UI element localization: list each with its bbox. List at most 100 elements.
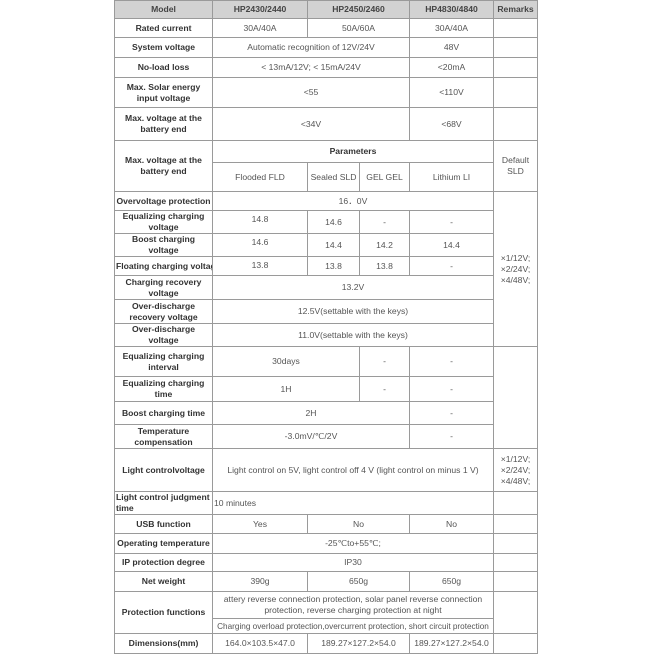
- table-row: System voltage Automatic recognition of …: [114, 37, 538, 58]
- cell: -: [359, 376, 410, 402]
- table-row: Dimensions(mm) 164.0×103.5×47.0 189.27×1…: [114, 633, 538, 654]
- row-label: Floating charging voltage: [114, 256, 213, 276]
- remark-cell: [493, 57, 538, 78]
- cell: 30A/40A: [409, 18, 494, 38]
- table-row: Light control judgment time 10 minutes: [114, 491, 538, 515]
- table-row: Equalizing charging interval 30days - -: [114, 346, 538, 449]
- table-row: Charging recovery voltage 13.2V: [114, 275, 538, 300]
- table-row: Operating temperature -25℃to+55℃;: [114, 533, 538, 554]
- cell: 650g: [409, 571, 494, 592]
- row-label: Over-discharge recovery voltage: [114, 299, 213, 324]
- header-row: Model HP2430/2440 HP2450/2460 HP4830/484…: [114, 0, 538, 19]
- cell: 14.6: [307, 210, 360, 234]
- row-label: Dimensions(mm): [114, 633, 213, 654]
- row-label: Operating temperature: [114, 533, 213, 554]
- row-label: Over-discharge voltage: [114, 323, 213, 347]
- table-row: Max. Solar energy input voltage <55 <110…: [114, 77, 538, 108]
- cell: 189.27×127.2×54.0: [307, 633, 410, 654]
- remark-cell: [493, 633, 538, 654]
- cell: 14.4: [409, 233, 494, 257]
- table-row: Overvoltage protection 16．0V ×1/12V; ×2/…: [114, 191, 538, 347]
- row-label: IP protection degree: [114, 553, 213, 572]
- table-row: Flooded FLD Sealed SLD GEL GEL Lithium L…: [115, 162, 538, 192]
- cell: -: [409, 376, 494, 402]
- cell: 2H: [212, 401, 410, 425]
- table-row: IP protection degree IP30: [114, 553, 538, 572]
- remark-cell: [493, 107, 538, 141]
- cell: 13.8: [212, 256, 308, 276]
- row-label: Boost charging voltage: [114, 233, 213, 257]
- cell: 13.2V: [212, 275, 494, 300]
- row-label: Net weight: [114, 571, 213, 592]
- cell: IP30: [212, 553, 494, 572]
- cell: <68V: [409, 107, 494, 141]
- remark-cell: [493, 37, 538, 58]
- table-row: Boost charging voltage 14.6 14.4 14.2 14…: [114, 233, 538, 257]
- header-b: HP2450/2460: [307, 0, 410, 19]
- table-row: USB function Yes No No: [114, 514, 538, 534]
- table-row: No-load loss < 13mA/12V; < 15mA/24V <20m…: [114, 57, 538, 78]
- cell: -: [359, 210, 410, 234]
- cell: -: [359, 346, 410, 377]
- row-label: Max. voltage at the battery end: [114, 107, 213, 141]
- row-label: Light controlvoltage: [114, 448, 213, 492]
- row-label: Overvoltage protection: [114, 191, 213, 211]
- row-label: No-load loss: [114, 57, 213, 78]
- table-row: Light controlvoltage Light control on 5V…: [114, 448, 538, 492]
- cell: 48V: [409, 37, 494, 58]
- cell: attery reverse connection protection, so…: [212, 591, 494, 619]
- remark-cell: ×1/12V; ×2/24V; ×4/48V;: [493, 448, 538, 492]
- cell: <110V: [409, 77, 494, 108]
- cell: 11.0V(settable with the keys): [212, 323, 494, 347]
- cell: -: [409, 401, 494, 425]
- table-row: Equalizing charging time 1H - -: [114, 376, 538, 402]
- cell: 650g: [307, 571, 410, 592]
- header-model: Model: [114, 0, 213, 19]
- table-row: Net weight 390g 650g 650g: [114, 571, 538, 592]
- remark-cell: [493, 514, 538, 534]
- cell: <34V: [212, 107, 410, 141]
- row-label: Max. voltage at the battery end: [114, 140, 213, 192]
- row-label: Light control judgment time: [114, 491, 213, 515]
- header-a: HP2430/2440: [212, 0, 308, 19]
- cell: 50A/60A: [307, 18, 410, 38]
- remark-cell: [493, 553, 538, 572]
- cell: -: [409, 424, 494, 449]
- cell: < 13mA/12V; < 15mA/24V: [212, 57, 410, 78]
- cell: 14.8: [212, 210, 308, 234]
- row-label: Boost charging time: [114, 401, 213, 425]
- cell: 30days: [212, 346, 360, 377]
- cell: 390g: [212, 571, 308, 592]
- battery-type: Sealed SLD: [307, 162, 360, 192]
- cell: No: [409, 514, 494, 534]
- remark-cell: [493, 346, 538, 449]
- cell: 164.0×103.5×47.0: [212, 633, 308, 654]
- header-remarks: Remarks: [493, 0, 538, 19]
- cell: <20mA: [409, 57, 494, 78]
- remark-cell: [493, 491, 538, 515]
- table-row: Temperature compensation -3.0mV/℃/2V -: [114, 424, 538, 449]
- cell: <55: [212, 77, 410, 108]
- table-row: Boost charging time 2H -: [114, 401, 538, 425]
- cell: 14.6: [212, 233, 308, 257]
- table-row: Rated current 30A/40A 50A/60A 30A/40A: [114, 18, 538, 38]
- battery-type: Flooded FLD: [212, 162, 308, 192]
- table-row: Over-discharge recovery voltage 12.5V(se…: [114, 299, 538, 324]
- remark-cell: ×1/12V; ×2/24V; ×4/48V;: [493, 191, 538, 347]
- battery-type: Lithium LI: [409, 162, 494, 192]
- cell: Light control on 5V, light control off 4…: [212, 448, 494, 492]
- row-label: Equalizing charging voltage: [114, 210, 213, 234]
- cell: No: [307, 514, 410, 534]
- cell: 14.4: [307, 233, 360, 257]
- row-label: Equalizing charging interval: [114, 346, 213, 377]
- cell: 30A/40A: [212, 18, 308, 38]
- cell: 12.5V(settable with the keys): [212, 299, 494, 324]
- table-row: Protection functions attery reverse conn…: [114, 591, 538, 634]
- cell: -: [409, 346, 494, 377]
- remark-cell: [493, 591, 538, 634]
- table-row: Max. voltage at the battery end <34V <68…: [114, 107, 538, 141]
- cell: -: [409, 256, 494, 276]
- table-row: Floating charging voltage 13.8 13.8 13.8…: [114, 256, 538, 276]
- cell: 1H: [212, 376, 360, 402]
- row-label: Equalizing charging time: [114, 376, 213, 402]
